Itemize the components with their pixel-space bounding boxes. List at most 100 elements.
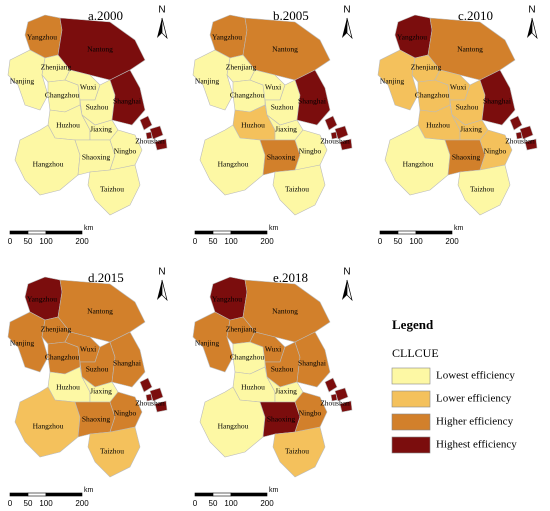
scale-segment (212, 230, 232, 235)
city-label: Suzhou (456, 103, 479, 112)
map-panel: Yangzhou Nantong Nanjing Zhenjiang Changzhou… (7, 267, 168, 508)
city-label: Ningbo (114, 147, 137, 156)
scale-tick-label: 100 (39, 499, 53, 508)
scale-tick-label: 200 (445, 237, 459, 246)
north-arrow (342, 280, 347, 300)
city-label: Zhoushan (135, 399, 165, 408)
city-region (272, 426, 326, 478)
scale-tick-label: 50 (24, 237, 33, 246)
city-region (192, 49, 234, 111)
city-label: Yangzhou (212, 33, 242, 42)
city-label: Zhenjiang (226, 325, 257, 334)
scale-segment (45, 492, 83, 497)
city-region (272, 164, 326, 216)
city-label: Taizhou (100, 185, 124, 194)
north-arrow (161, 279, 168, 302)
city-label: Ningbo (114, 409, 137, 418)
city-label: Hangzhou (218, 160, 249, 169)
city-label: Ningbo (484, 147, 507, 156)
scale-segment (27, 230, 47, 235)
north-arrow (161, 17, 168, 40)
scale-segment (415, 230, 453, 235)
north-label: N (343, 267, 350, 278)
north-label: N (158, 267, 165, 278)
city-label: Suzhou (271, 103, 294, 112)
city-label: Taizhou (285, 185, 309, 194)
scale-tick-label: 200 (260, 499, 274, 508)
city-region (145, 393, 153, 402)
city-region (87, 426, 141, 478)
city-label: Nantong (457, 45, 483, 54)
scale-tick-label: 0 (8, 499, 13, 508)
city-label: Hangzhou (33, 422, 64, 431)
city-region (7, 311, 49, 373)
city-label: Shaoxing (267, 153, 296, 162)
city-label: Zhoushan (505, 137, 535, 146)
city-label: Hangzhou (403, 160, 434, 169)
city-label: Shanghai (298, 359, 326, 368)
north-arrow (346, 279, 353, 302)
scale-segment (9, 492, 29, 497)
city-label: Jiaxing (90, 125, 112, 134)
map-panel: Yangzhou Nantong Nanjing Zhenjiang Changzhou… (7, 5, 168, 246)
city-region (334, 387, 349, 402)
city-label: Wuxi (80, 345, 96, 354)
city-label: Taizhou (285, 447, 309, 456)
city-label: Suzhou (271, 365, 294, 374)
city-label: Shanghai (113, 359, 141, 368)
scale-unit: km (269, 225, 279, 232)
scale-tick-label: 100 (409, 237, 423, 246)
map-panel: Yangzhou Nantong Nanjing Zhenjiang Changzhou… (377, 5, 538, 246)
city-region (324, 115, 338, 131)
legend-swatch (391, 390, 431, 408)
city-region (109, 69, 146, 126)
legend-label: Lowest efficiency (436, 370, 515, 382)
city-region (515, 131, 523, 140)
city-label: Yangzhou (27, 33, 57, 42)
city-label: Shaoxing (82, 153, 111, 162)
city-region (7, 49, 49, 111)
map-title: b.2005 (273, 8, 309, 23)
city-label: Shanghai (298, 97, 326, 106)
city-label: Changzhou (45, 353, 79, 362)
city-region (339, 400, 353, 413)
city-region (479, 69, 516, 126)
city-region (145, 131, 153, 140)
city-label: Huzhou (56, 383, 80, 392)
city-label: Changzhou (230, 91, 264, 100)
city-region (330, 131, 338, 140)
city-region (330, 393, 338, 402)
scale-unit: km (269, 487, 279, 494)
city-label: Ningbo (299, 409, 322, 418)
map-panel: Yangzhou Nantong Nanjing Zhenjiang Changzhou… (192, 5, 353, 246)
north-arrow (342, 18, 347, 38)
city-label: Wuxi (80, 83, 96, 92)
city-label: Wuxi (265, 83, 281, 92)
city-region (324, 377, 338, 393)
city-region (524, 138, 538, 151)
city-label: Hangzhou (218, 422, 249, 431)
legend-label: Highest efficiency (436, 439, 517, 451)
scale-tick-label: 50 (209, 499, 218, 508)
scale-segment (27, 492, 47, 497)
scale-tick-label: 50 (24, 499, 33, 508)
scale-unit: km (84, 225, 94, 232)
scale-tick-label: 200 (75, 499, 89, 508)
city-region (149, 125, 164, 140)
scale-segment (230, 230, 268, 235)
city-region (334, 125, 349, 140)
legend-swatch (391, 413, 431, 431)
scale-segment (194, 492, 214, 497)
city-label: Nanjing (380, 77, 404, 86)
city-label: Changzhou (230, 353, 264, 362)
city-label: Huzhou (56, 121, 80, 130)
north-arrow (531, 17, 538, 40)
scale-tick-label: 100 (224, 499, 238, 508)
scale-tick-label: 100 (224, 237, 238, 246)
scale-segment (45, 230, 83, 235)
scale-tick-label: 50 (209, 237, 218, 246)
city-label: Wuxi (265, 345, 281, 354)
city-region (457, 164, 511, 216)
city-label: Jiaxing (90, 387, 112, 396)
